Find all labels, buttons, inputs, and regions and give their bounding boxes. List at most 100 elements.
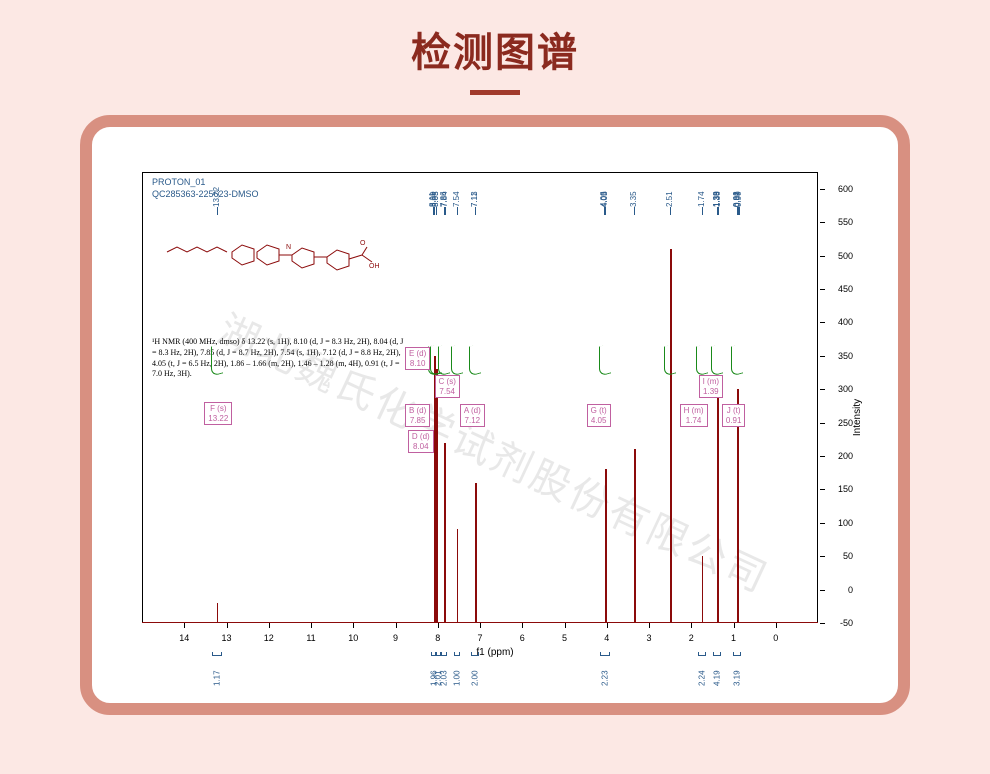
y-tick	[820, 456, 825, 457]
integral-curve	[469, 343, 481, 376]
x-tick-label: 10	[348, 633, 358, 643]
x-tick	[522, 623, 523, 628]
integration-bracket	[698, 652, 706, 656]
y-tick	[820, 489, 825, 490]
y-tick	[820, 590, 825, 591]
y-tick	[820, 423, 825, 424]
integration-bracket	[441, 652, 447, 656]
y-tick-label: 600	[838, 184, 853, 194]
y-tick-label: -50	[840, 618, 853, 628]
y-tick-label: 200	[838, 451, 853, 461]
y-tick	[820, 189, 825, 190]
y-tick-label: 50	[843, 551, 853, 561]
peak-ppm-label: 1.36	[714, 172, 722, 207]
y-tick	[820, 256, 825, 257]
nmr-peak	[670, 249, 672, 623]
y-tick-label: 550	[838, 217, 853, 227]
peak-ppm-tick	[217, 207, 218, 215]
nmr-peak	[457, 529, 458, 623]
nmr-peak	[634, 449, 636, 623]
y-tick	[820, 289, 825, 290]
peak-annotation-i: I (m)1.39	[699, 375, 723, 398]
x-tick	[649, 623, 650, 628]
x-tick-label: 11	[306, 633, 315, 643]
peak-ppm-tick	[670, 207, 671, 215]
integral-curve	[731, 343, 743, 376]
integral-curve	[451, 343, 463, 376]
y-tick-label: 150	[838, 484, 853, 494]
x-tick	[184, 623, 185, 628]
peak-ppm-tick	[436, 207, 437, 215]
integration-value: 2.24	[698, 658, 707, 686]
integration-bracket	[600, 652, 610, 656]
nmr-peak	[717, 396, 719, 623]
x-tick-label: 6	[520, 633, 525, 643]
integration-bracket	[713, 652, 721, 656]
peak-annotation-g: G (t)4.05	[587, 404, 611, 427]
peak-ppm-tick	[605, 207, 606, 215]
molecule-structure: OH O N	[162, 217, 382, 287]
x-tick	[565, 623, 566, 628]
x-tick	[480, 623, 481, 628]
title-section: 检测图谱	[0, 0, 990, 95]
peak-ppm-label: 4.03	[601, 172, 609, 207]
y-tick	[820, 389, 825, 390]
peak-ppm-tick	[702, 207, 703, 215]
integral-curve	[664, 343, 676, 376]
nmr-peak	[217, 603, 218, 623]
nmr-peak	[605, 469, 607, 623]
y-axis-title: Intensity	[852, 399, 863, 436]
x-tick-label: 4	[604, 633, 609, 643]
peak-annotation-e: E (d)8.10	[405, 347, 430, 370]
peak-ppm-tick	[718, 207, 719, 215]
y-tick	[820, 322, 825, 323]
y-tick	[820, 523, 825, 524]
x-tick	[776, 623, 777, 628]
x-tick-label: 1	[731, 633, 736, 643]
x-tick	[353, 623, 354, 628]
peak-annotation-f: F (s)13.22	[204, 402, 232, 425]
sample-label-1: PROTON_01	[152, 177, 205, 187]
integration-bracket	[733, 652, 741, 656]
svg-text:OH: OH	[369, 263, 380, 270]
integral-curve	[711, 343, 723, 376]
x-tick	[227, 623, 228, 628]
peak-ppm-label: 7.11	[471, 172, 479, 207]
peak-annotation-j: J (t)0.91	[722, 404, 746, 427]
peak-ppm-tick	[445, 207, 446, 215]
peak-ppm-label: 1.74	[698, 172, 706, 207]
svg-text:N: N	[286, 244, 291, 251]
integral-curve	[599, 343, 611, 376]
integration-value: 1.17	[213, 658, 222, 686]
y-tick	[820, 556, 825, 557]
x-tick-label: 2	[689, 633, 694, 643]
svg-text:O: O	[360, 240, 366, 247]
integration-value: 2.03	[440, 658, 449, 686]
integration-value: 2.00	[470, 658, 479, 686]
peak-annotation-c: C (s)7.54	[435, 375, 460, 398]
integration-value: 2.23	[600, 658, 609, 686]
x-tick-label: 9	[393, 633, 398, 643]
integral-curve	[211, 343, 223, 376]
title-underline	[470, 90, 520, 95]
peak-ppm-label: 13.22	[213, 172, 221, 207]
y-tick-label: 300	[838, 384, 853, 394]
y-tick-label: 350	[838, 351, 853, 361]
peak-ppm-tick	[739, 207, 740, 215]
x-tick	[269, 623, 270, 628]
nmr-peak	[475, 483, 477, 623]
x-tick-label: 5	[562, 633, 567, 643]
nmr-peak	[436, 369, 438, 623]
integral-curve	[438, 343, 450, 376]
peak-ppm-label: 7.54	[453, 172, 461, 207]
x-tick	[607, 623, 608, 628]
x-tick-label: 3	[646, 633, 651, 643]
x-tick	[311, 623, 312, 628]
x-tick	[734, 623, 735, 628]
spectrum-card: PROTON_01 QC285363-225623-DMSO Intensity…	[80, 115, 910, 715]
nmr-peak	[444, 443, 446, 623]
y-tick-label: 400	[838, 317, 853, 327]
y-tick-label: 500	[838, 251, 853, 261]
integration-bracket	[435, 652, 441, 656]
x-tick-label: 0	[773, 633, 778, 643]
